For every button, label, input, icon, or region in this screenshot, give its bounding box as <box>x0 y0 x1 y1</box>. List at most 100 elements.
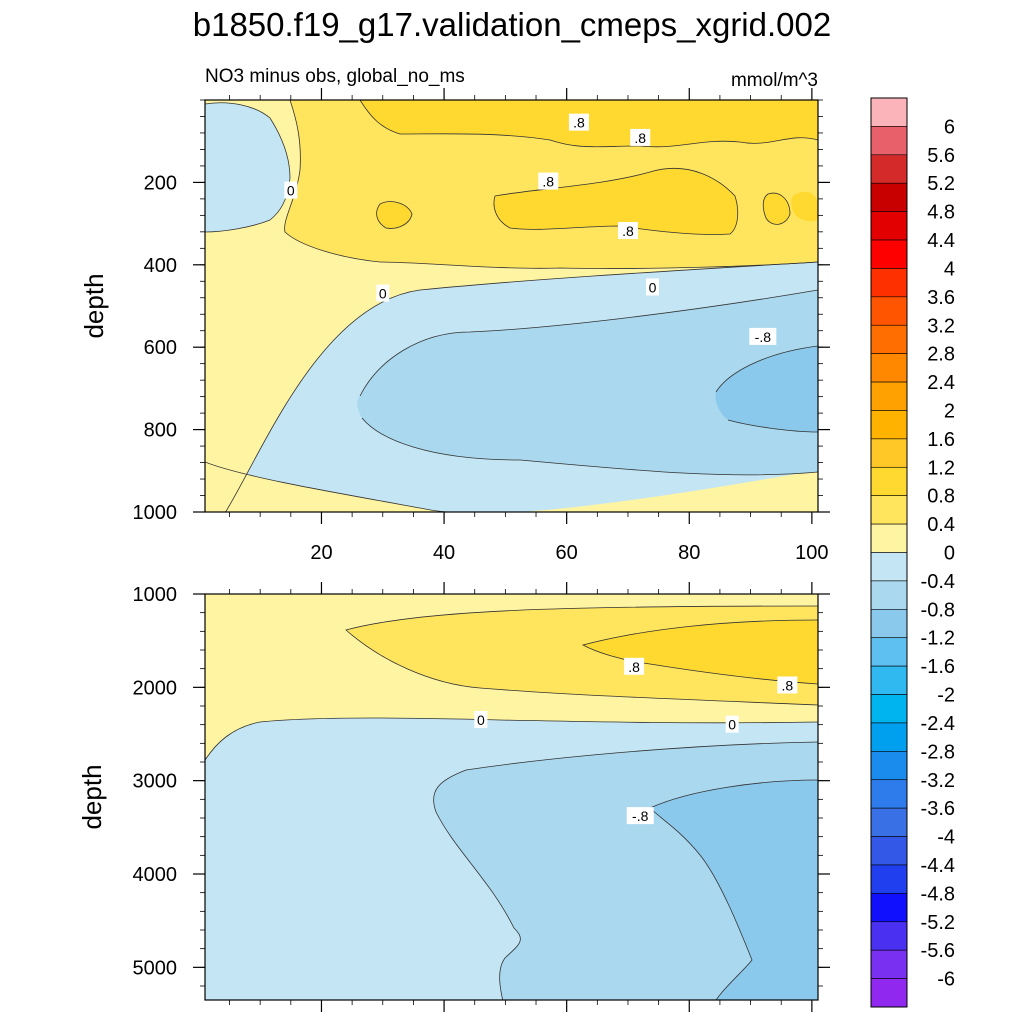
colorbar-swatch <box>870 807 908 837</box>
upper-xtick-label: 20 <box>310 542 332 564</box>
upper-fill-0.8-to-1.2-a <box>360 100 818 147</box>
lower-axes: 1000 2000 3000 4000 5000 <box>133 582 830 1012</box>
colorbar-level-label: -5.2 <box>921 912 955 934</box>
colorbar: 6 5.6 5.2 4.8 4.4 4 3.6 3.2 2.8 2.4 2 1.6 1.2 0.8 0.4 0… <box>870 97 955 1008</box>
lower-contour-label: -.8 <box>632 808 649 824</box>
lower-ytick-label: 4000 <box>133 864 178 886</box>
lower-contour-line-0.4 <box>345 605 818 706</box>
lower-plot-frame <box>204 593 819 1001</box>
colorbar-level-label: -1.2 <box>921 628 955 650</box>
lower-contour-label: 0 <box>728 717 736 733</box>
colorbar-level-label: 0.4 <box>927 514 955 536</box>
lower-contour-line-neg-0.8 <box>649 779 818 1000</box>
colorbar-swatch <box>870 211 908 241</box>
colorbar-level-label: 1.6 <box>927 429 955 451</box>
upper-contour-label-box <box>749 327 777 345</box>
panel-subtitle: NO3 minus obs, global_no_ms <box>205 66 465 87</box>
colorbar-swatch <box>870 324 908 354</box>
lower-contour-labels: .8 .8 0 0 -.8 <box>474 657 798 825</box>
lower-fill-0.8-to-1.2 <box>583 620 818 684</box>
colorbar-swatch <box>870 154 908 184</box>
upper-fill-0.8-to-1.2-d <box>763 193 790 225</box>
colorbar-level-label: 5.6 <box>927 145 955 167</box>
figure-title: b1850.f19_g17.validation_cmeps_xgrid.002 <box>193 6 831 43</box>
colorbar-frame <box>870 97 908 1008</box>
colorbar-swatch <box>870 665 908 695</box>
colorbar-swatch <box>870 97 908 127</box>
colorbar-level-label: -3.2 <box>921 770 955 792</box>
lower-contour-line-0 <box>205 717 818 761</box>
upper-fill-0.8-to-1.2-e <box>791 191 818 222</box>
colorbar-level-label: -6 <box>937 969 955 991</box>
upper-contour-label: .8 <box>542 174 554 190</box>
colorbar-swatch <box>870 609 908 639</box>
upper-contour-label: .8 <box>634 130 646 146</box>
upper-contour-lines <box>205 100 818 512</box>
lower-contour-label-box <box>474 711 488 728</box>
upper-contour-line-0.8-d <box>762 192 791 225</box>
colorbar-swatch <box>870 893 908 923</box>
colorbar-swatch <box>870 722 908 752</box>
upper-fill-neg-1.2-to-neg-0.8 <box>715 346 818 432</box>
colorbar-level-label: 4 <box>944 258 955 280</box>
upper-contour-line-0 <box>225 261 818 512</box>
upper-contour-label: 0 <box>287 183 295 199</box>
lower-ylabel: depth <box>77 764 107 829</box>
upper-contour-label: .8 <box>573 115 585 131</box>
colorbar-swatch <box>870 779 908 809</box>
colorbar-swatch <box>870 694 908 724</box>
lower-contour-fills <box>205 594 818 1000</box>
colorbar-swatch <box>870 580 908 610</box>
lower-contour-label-box <box>624 657 645 675</box>
colorbar-swatch <box>870 353 908 383</box>
upper-ytick-label: 400 <box>144 255 177 277</box>
upper-fill-neg-0.8-to-neg-0.4 <box>357 290 818 475</box>
colorbar-level-label: -4.8 <box>921 883 955 905</box>
lower-contour-label: .8 <box>628 659 640 675</box>
upper-contour-line-0-lower <box>205 461 451 512</box>
lower-ytick-label: 1000 <box>133 584 178 606</box>
colorbar-swatch <box>870 126 908 156</box>
colorbar-level-label: 4.4 <box>927 230 955 252</box>
colorbar-level-label: -2.8 <box>921 741 955 763</box>
upper-contour-label: 0 <box>649 279 657 295</box>
upper-ytick-label: 200 <box>144 172 177 194</box>
colorbar-swatch <box>870 523 908 553</box>
upper-contour-line-neg-0.8 <box>715 345 818 433</box>
colorbar-swatch <box>870 239 908 269</box>
colorbar-swatch <box>870 637 908 667</box>
colorbar-level-label: -2 <box>937 685 955 707</box>
colorbar-swatch <box>870 978 908 1008</box>
lower-contour-label: 0 <box>477 712 485 728</box>
lower-contour-label-box <box>725 715 739 733</box>
upper-contour-label-box <box>376 284 390 302</box>
upper-contour-fills <box>205 100 818 512</box>
colorbar-level-label: 4.8 <box>927 202 955 224</box>
upper-fill-0-to-0.4-bottom-left <box>205 462 450 512</box>
upper-contour-line-neg-0.4 <box>359 289 818 397</box>
colorbar-level-label: 0.8 <box>927 486 955 508</box>
colorbar-swatch <box>870 182 908 212</box>
colorbar-level-label: -1.6 <box>921 656 955 678</box>
colorbar-level-label: 3.6 <box>927 287 955 309</box>
upper-ylabel: depth <box>79 273 109 338</box>
upper-xtick-label: 40 <box>433 542 455 564</box>
colorbar-level-label: -3.6 <box>921 798 955 820</box>
upper-fill-neg-0.4-to-0-left <box>205 102 290 233</box>
upper-contour-label-box <box>630 128 651 146</box>
upper-contour-line-0-left <box>205 102 291 233</box>
lower-ytick-label: 5000 <box>133 957 178 979</box>
colorbar-level-label: -2.4 <box>921 713 955 735</box>
upper-contour-label-box <box>538 172 559 190</box>
colorbar-swatch <box>870 495 908 525</box>
upper-contour-label-box <box>617 222 638 240</box>
lower-contour-line-neg-0.4 <box>433 741 818 1000</box>
upper-ytick-label: 1000 <box>133 502 178 524</box>
upper-contour-line-0.8-c <box>376 201 413 229</box>
colorbar-swatch <box>870 864 908 894</box>
colorbar-level-label: -4.4 <box>921 855 955 877</box>
upper-contour-line-0.8-a <box>359 100 818 148</box>
colorbar-level-label: -5.6 <box>921 940 955 962</box>
upper-xtick-label: 80 <box>678 542 700 564</box>
upper-contour-line-0.4 <box>284 100 818 269</box>
